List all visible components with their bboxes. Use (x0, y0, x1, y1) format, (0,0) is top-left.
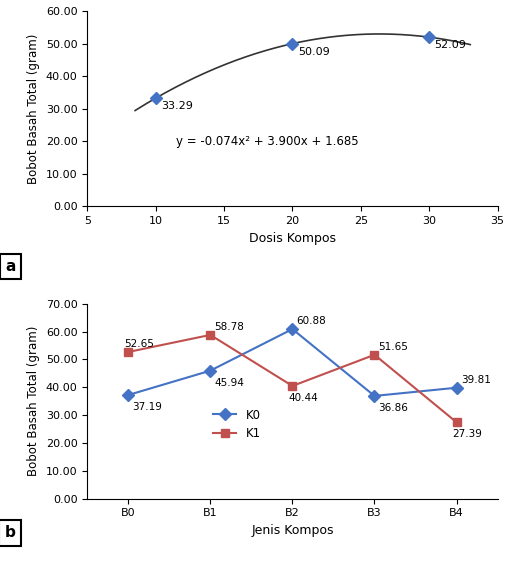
Line: K0: K0 (124, 325, 461, 400)
Text: 50.09: 50.09 (298, 47, 330, 57)
Text: 52.09: 52.09 (435, 40, 466, 50)
K1 (207, 331, 213, 338)
Text: 33.29: 33.29 (161, 101, 193, 111)
X-axis label: Dosis Kompos: Dosis Kompos (249, 231, 336, 245)
Legend: K0, K1: K0, K1 (208, 404, 266, 445)
Text: 37.19: 37.19 (132, 402, 162, 412)
K0 (125, 391, 131, 398)
Text: a: a (5, 259, 15, 274)
Text: 60.88: 60.88 (297, 316, 326, 326)
K0 (371, 393, 378, 399)
Text: 27.39: 27.39 (452, 429, 482, 439)
Y-axis label: Bobot Basah Total (gram): Bobot Basah Total (gram) (27, 34, 40, 184)
K0 (207, 367, 213, 374)
Text: 52.65: 52.65 (124, 339, 154, 349)
Text: 39.81: 39.81 (461, 375, 490, 385)
Text: 58.78: 58.78 (214, 322, 244, 332)
Line: K1: K1 (124, 331, 461, 426)
Y-axis label: Bobot Basah Total (gram): Bobot Basah Total (gram) (27, 326, 40, 476)
K1 (289, 383, 295, 390)
K1 (453, 419, 460, 426)
Text: y = -0.074x² + 3.900x + 1.685: y = -0.074x² + 3.900x + 1.685 (176, 135, 359, 148)
Text: 51.65: 51.65 (379, 342, 408, 352)
X-axis label: Jenis Kompos: Jenis Kompos (251, 524, 333, 537)
Text: 40.44: 40.44 (288, 393, 318, 403)
K1 (371, 351, 378, 358)
K0 (289, 325, 295, 332)
K0 (453, 384, 460, 391)
Text: 45.94: 45.94 (214, 378, 244, 387)
Text: b: b (5, 525, 16, 540)
K1 (125, 348, 131, 355)
Text: 36.86: 36.86 (379, 403, 408, 413)
